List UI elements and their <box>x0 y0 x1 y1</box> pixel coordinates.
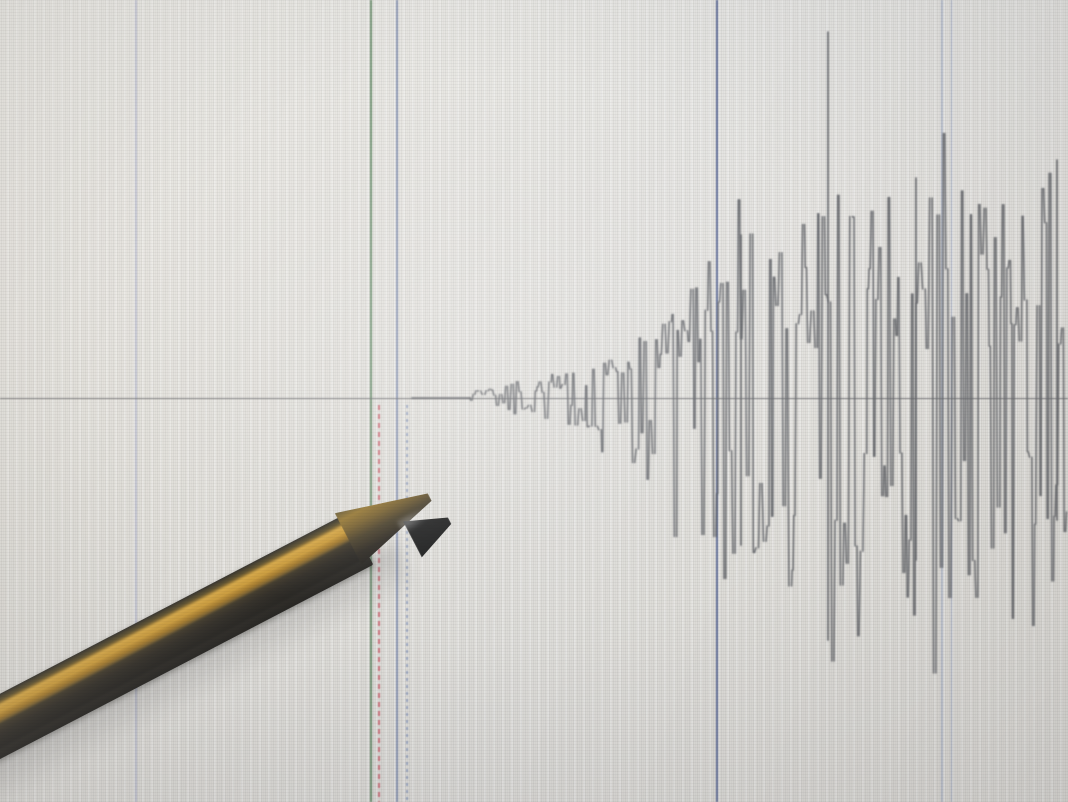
seismogram-trace <box>0 0 1068 802</box>
seismograph-photo: Seismograph paper with pencil pointing a… <box>0 0 1068 802</box>
